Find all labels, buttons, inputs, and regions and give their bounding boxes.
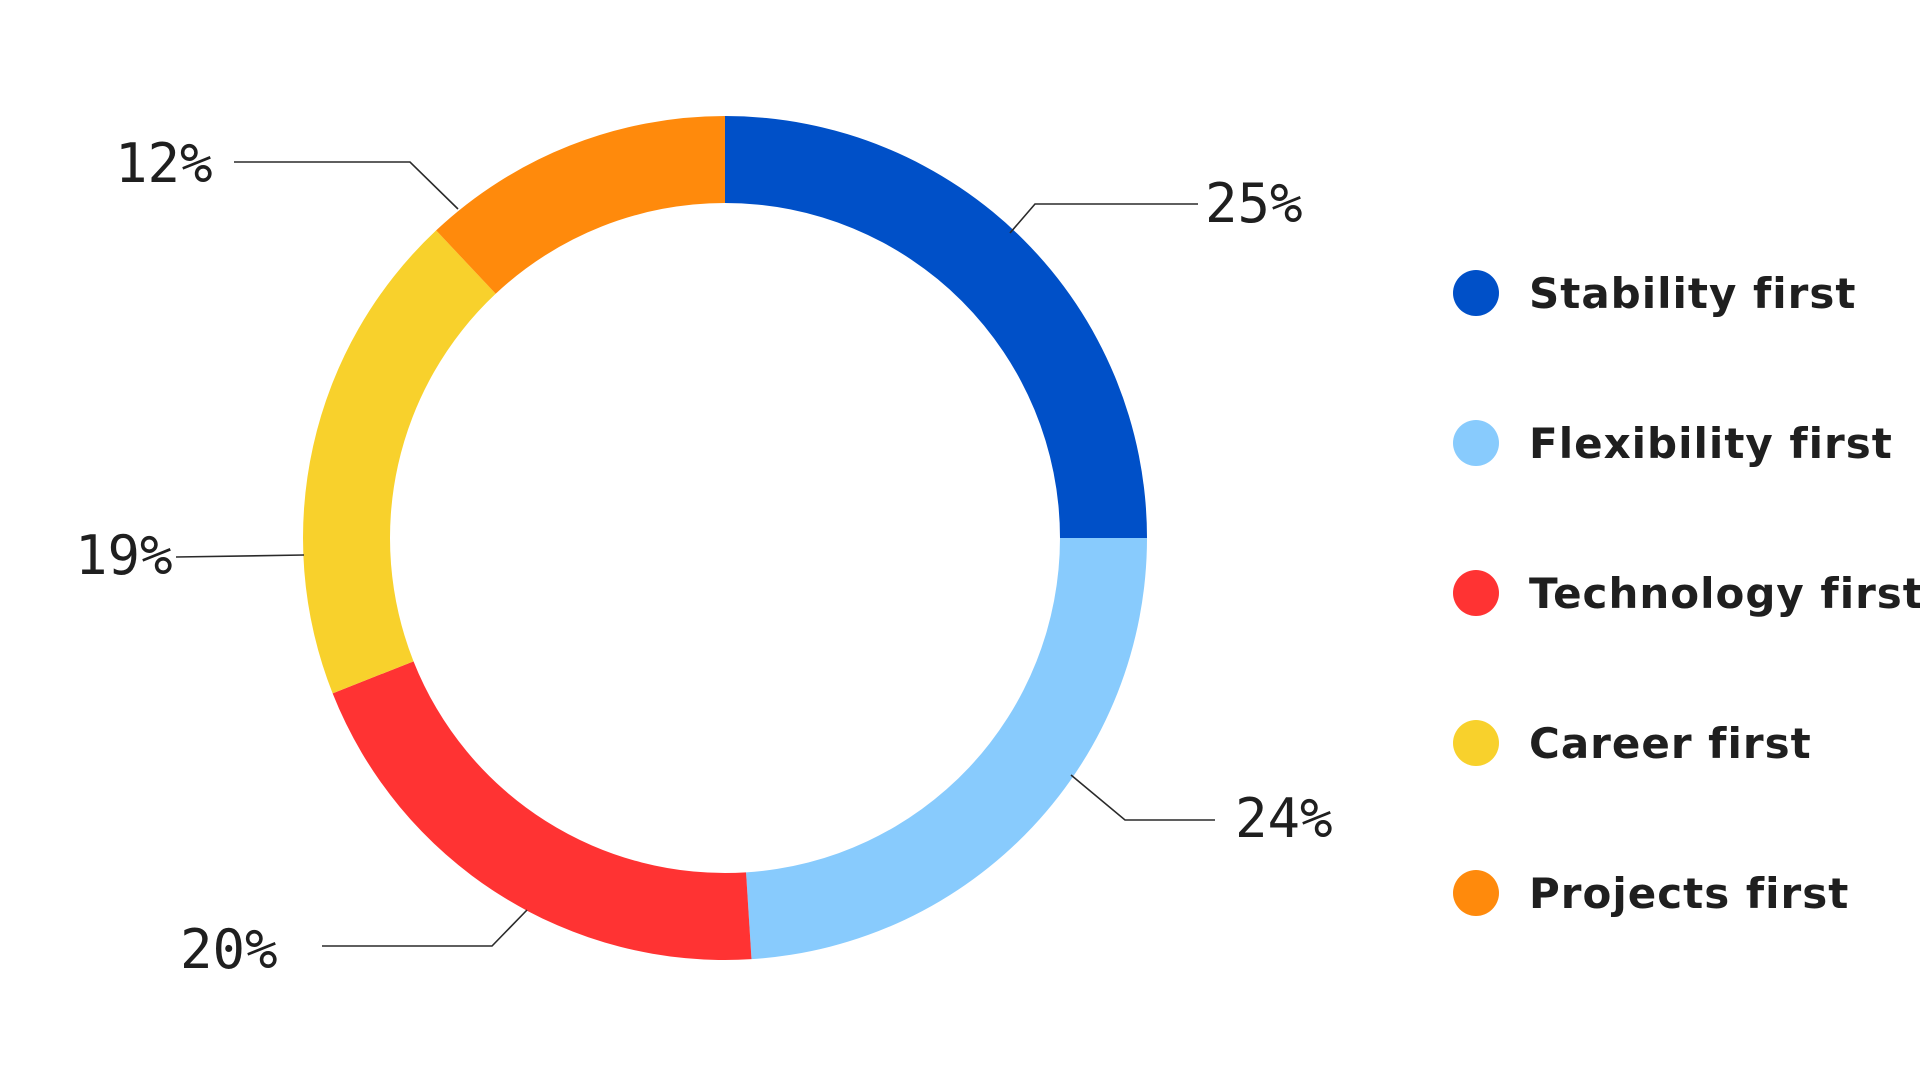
legend-item-flexibility: Flexibility first [1453,368,1913,518]
slice-career [303,230,496,694]
legend-swatch-projects [1453,870,1499,916]
legend-item-technology: Technology first [1453,518,1920,668]
slice-technology [332,661,752,960]
legend-item-stability: Stability first [1453,218,1913,368]
legend-item-career: Career first [1453,668,1913,818]
legend-swatch-stability [1453,270,1499,316]
legend-swatch-technology [1453,570,1499,616]
slice-flexibility [746,538,1147,960]
leader-lines [175,161,1215,947]
legend-item-projects: Projects first [1453,818,1913,968]
legend-label-flexibility: Flexibility first [1529,418,1893,468]
pct-label-career: 19% [75,524,173,587]
leader-line-flexibility [1070,774,1215,821]
legend-swatch-flexibility [1453,420,1499,466]
leader-line-stability [1009,203,1198,234]
legend-label-stability: Stability first [1529,268,1857,318]
slice-projects [436,116,725,294]
legend-swatch-career [1453,720,1499,766]
pct-label-flexibility: 24% [1235,787,1333,850]
pct-label-technology: 20% [180,918,278,981]
donut-slices [303,116,1147,960]
legend-label-technology: Technology first [1529,568,1920,618]
leader-line-projects [234,161,459,210]
percentage-labels: 25% 24% 20% 19% 12% [75,132,1333,981]
pct-label-stability: 25% [1205,172,1303,235]
legend-label-projects: Projects first [1529,868,1850,918]
leader-line-career [175,554,305,558]
pct-label-projects: 12% [115,132,213,195]
slice-stability [725,116,1147,538]
legend-label-career: Career first [1529,718,1812,768]
legend: Stability first Flexibility first Techno… [1453,218,1920,968]
leader-line-technology [322,909,528,947]
